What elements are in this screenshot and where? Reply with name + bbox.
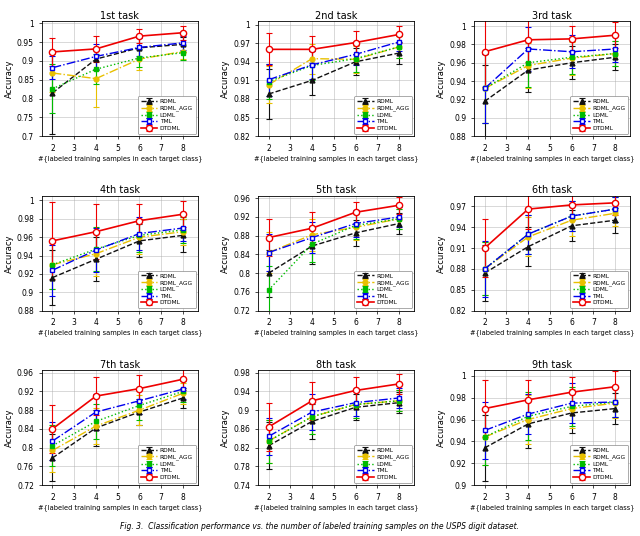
- Legend: RDML, RDML_AGG, LDML, TML, DTDML: RDML, RDML_AGG, LDML, TML, DTDML: [355, 271, 412, 308]
- Legend: RDML, RDML_AGG, LDML, TML, DTDML: RDML, RDML_AGG, LDML, TML, DTDML: [138, 271, 196, 308]
- Title: 5th task: 5th task: [316, 185, 356, 195]
- Legend: RDML, RDML_AGG, LDML, TML, DTDML: RDML, RDML_AGG, LDML, TML, DTDML: [570, 445, 628, 483]
- Title: 1st task: 1st task: [100, 11, 140, 21]
- X-axis label: #{labeled training samples in each target class}: #{labeled training samples in each targe…: [253, 155, 419, 162]
- Title: 6th task: 6th task: [532, 185, 572, 195]
- Legend: RDML, RDML_AGG, LDML, TML, DTDML: RDML, RDML_AGG, LDML, TML, DTDML: [355, 445, 412, 483]
- X-axis label: #{labeled training samples in each target class}: #{labeled training samples in each targe…: [38, 155, 202, 162]
- X-axis label: #{labeled training samples in each target class}: #{labeled training samples in each targe…: [253, 504, 419, 511]
- Legend: RDML, RDML_AGG, LDML, TML, DTDML: RDML, RDML_AGG, LDML, TML, DTDML: [570, 96, 628, 134]
- X-axis label: #{labeled training samples in each target class}: #{labeled training samples in each targe…: [470, 329, 634, 336]
- Title: 3rd task: 3rd task: [532, 11, 572, 21]
- Legend: RDML, RDML_AGG, LDML, TML, DTDML: RDML, RDML_AGG, LDML, TML, DTDML: [355, 96, 412, 134]
- Y-axis label: Accuracy: Accuracy: [221, 234, 230, 272]
- Text: Fig. 3.  Classification performance vs. the number of labeled training samples o: Fig. 3. Classification performance vs. t…: [120, 522, 520, 531]
- Legend: RDML, RDML_AGG, LDML, TML, DTDML: RDML, RDML_AGG, LDML, TML, DTDML: [570, 271, 628, 308]
- Y-axis label: Accuracy: Accuracy: [5, 408, 14, 447]
- Y-axis label: Accuracy: Accuracy: [437, 234, 446, 272]
- Title: 2nd task: 2nd task: [315, 11, 357, 21]
- Y-axis label: Accuracy: Accuracy: [5, 59, 14, 98]
- X-axis label: #{labeled training samples in each target class}: #{labeled training samples in each targe…: [470, 504, 634, 511]
- Legend: RDML, RDML_AGG, LDML, TML, DTDML: RDML, RDML_AGG, LDML, TML, DTDML: [138, 96, 196, 134]
- Y-axis label: Accuracy: Accuracy: [437, 408, 446, 447]
- X-axis label: #{labeled training samples in each target class}: #{labeled training samples in each targe…: [253, 329, 419, 336]
- Legend: RDML, RDML_AGG, LDML, TML, DTDML: RDML, RDML_AGG, LDML, TML, DTDML: [138, 445, 196, 483]
- X-axis label: #{labeled training samples in each target class}: #{labeled training samples in each targe…: [38, 329, 202, 336]
- Y-axis label: Accuracy: Accuracy: [221, 408, 230, 447]
- X-axis label: #{labeled training samples in each target class}: #{labeled training samples in each targe…: [38, 504, 202, 511]
- Title: 8th task: 8th task: [316, 360, 356, 369]
- Title: 9th task: 9th task: [532, 360, 572, 369]
- Title: 7th task: 7th task: [100, 360, 140, 369]
- Title: 4th task: 4th task: [100, 185, 140, 195]
- Y-axis label: Accuracy: Accuracy: [5, 234, 14, 272]
- Y-axis label: Accuracy: Accuracy: [437, 59, 446, 98]
- X-axis label: #{labeled training samples in each target class}: #{labeled training samples in each targe…: [470, 155, 634, 162]
- Y-axis label: Accuracy: Accuracy: [221, 59, 230, 98]
